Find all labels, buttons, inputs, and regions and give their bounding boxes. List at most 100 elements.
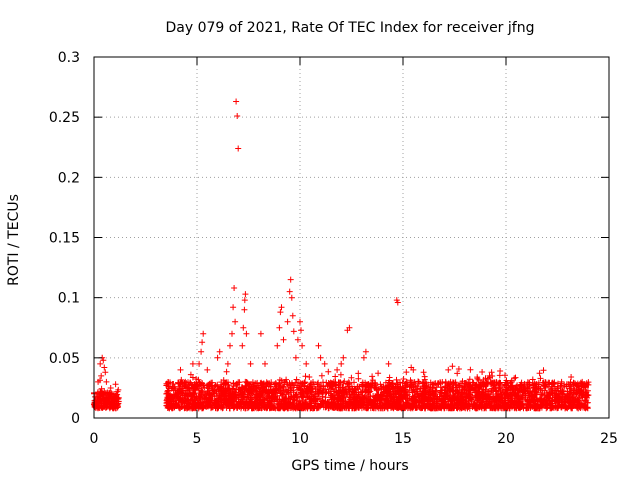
data-point [502,381,509,388]
data-point [177,366,184,373]
data-point [171,403,178,409]
data-point [345,404,352,411]
data-point [232,318,239,325]
data-point [195,403,202,410]
data-point [573,403,580,410]
data-point [567,379,574,386]
data-point [181,392,188,399]
data-point [183,403,190,410]
data-point [398,405,405,411]
data-point [249,379,256,386]
data-point [316,385,323,392]
x-tick-label: 20 [497,431,515,447]
data-point [482,381,489,388]
data-point [348,374,355,381]
data-point [292,354,299,361]
chart-title: Day 079 of 2021, Rate Of TEC Index for r… [166,20,535,36]
data-point [327,403,334,410]
data-point [199,339,206,346]
data-point [93,398,100,404]
data-point [470,386,477,392]
data-point [404,396,411,403]
data-point [214,354,221,361]
data-point [265,386,272,393]
x-tick-label: 10 [291,431,309,447]
data-point [300,383,307,390]
data-point [575,386,582,393]
data-point [164,400,171,407]
y-tick-label: 0.2 [58,170,80,186]
data-point [257,330,264,337]
data-point [237,389,244,396]
data-point [380,393,387,400]
data-point [220,377,227,384]
data-point [329,393,336,400]
data-point [239,342,246,349]
data-point [530,382,537,389]
data-point [524,382,531,389]
data-point [476,381,483,388]
data-point [421,376,428,383]
data-point [495,380,502,387]
data-point [570,397,577,404]
data-point [164,390,171,397]
data-point [186,385,192,391]
data-point [536,370,543,377]
data-point [384,382,391,389]
data-point [394,396,401,403]
data-point [249,398,256,405]
data-point [259,381,266,387]
data-point [97,360,104,367]
data-point [213,398,220,405]
data-point [95,405,101,412]
data-point [233,98,240,105]
data-point [508,397,515,404]
data-point [461,386,468,393]
data-point [290,328,297,335]
data-point [542,379,549,385]
data-point [290,389,297,396]
data-point [493,395,500,402]
data-point [94,398,101,405]
data-point [351,379,357,386]
data-point [516,386,522,393]
data-point [410,366,417,373]
data-point [475,403,482,410]
data-point [108,401,115,408]
data-point [249,386,256,393]
data-point [355,370,362,377]
data-point [298,393,305,400]
data-point [453,404,460,411]
data-point [403,379,410,385]
data-point [421,398,428,405]
data-point [413,386,419,393]
data-point [280,336,287,343]
data-point [298,327,304,334]
data-point [558,402,564,409]
data-point [325,368,332,375]
data-point [240,399,247,406]
data-point [103,394,110,401]
data-point [437,389,444,396]
data-point [177,386,184,393]
data-point [102,369,109,376]
data-point [230,380,237,386]
x-tick-label: 15 [394,431,412,447]
data-point [328,392,335,399]
grid-lines [94,57,609,418]
data-point [403,369,410,376]
data-point [445,366,452,373]
data-point [529,376,536,383]
data-point [204,402,211,409]
data-point [223,368,230,375]
data-point [425,391,432,398]
data-point [279,392,286,398]
data-point [385,398,392,405]
data-point [106,389,113,396]
data-point [293,384,300,391]
data-point [288,294,295,301]
data-point [545,379,552,386]
data-point [276,324,283,331]
data-point [502,372,508,379]
data-point [101,364,108,371]
